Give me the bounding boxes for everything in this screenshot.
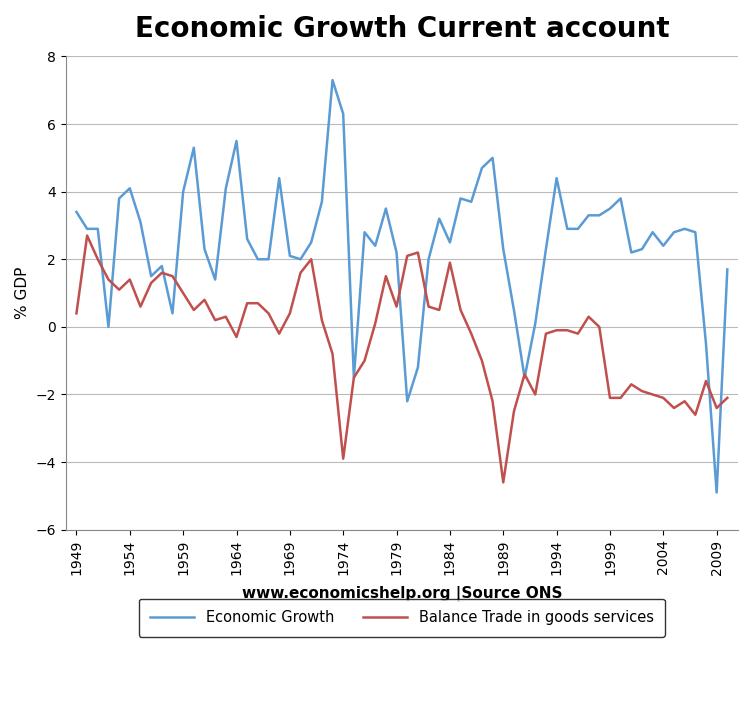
Economic Growth [403, 397, 412, 405]
Balance Trade in goods services [253, 299, 262, 307]
Balance Trade in goods services [211, 316, 220, 325]
Balance Trade in goods services [723, 394, 732, 402]
Economic Growth [125, 184, 134, 193]
Legend: Economic Growth, Balance Trade in goods services: Economic Growth, Balance Trade in goods … [139, 598, 665, 637]
Title: Economic Growth Current account: Economic Growth Current account [135, 15, 669, 43]
Line: Balance Trade in goods services: Balance Trade in goods services [77, 235, 727, 482]
Economic Growth [242, 235, 252, 243]
Economic Growth [648, 228, 657, 237]
Economic Growth [723, 265, 732, 274]
Y-axis label: % GDP: % GDP [15, 267, 30, 319]
Balance Trade in goods services [498, 478, 508, 487]
X-axis label: www.economicshelp.org |Source ONS: www.economicshelp.org |Source ONS [242, 586, 562, 602]
Economic Growth [328, 76, 337, 84]
Economic Growth [200, 245, 209, 253]
Economic Growth [712, 488, 721, 497]
Balance Trade in goods services [477, 356, 486, 365]
Balance Trade in goods services [403, 251, 412, 260]
Balance Trade in goods services [659, 394, 668, 402]
Economic Growth [72, 207, 81, 216]
Balance Trade in goods services [72, 309, 81, 318]
Balance Trade in goods services [136, 302, 145, 311]
Economic Growth [477, 163, 486, 172]
Line: Economic Growth: Economic Growth [77, 80, 727, 492]
Balance Trade in goods services [83, 231, 92, 240]
